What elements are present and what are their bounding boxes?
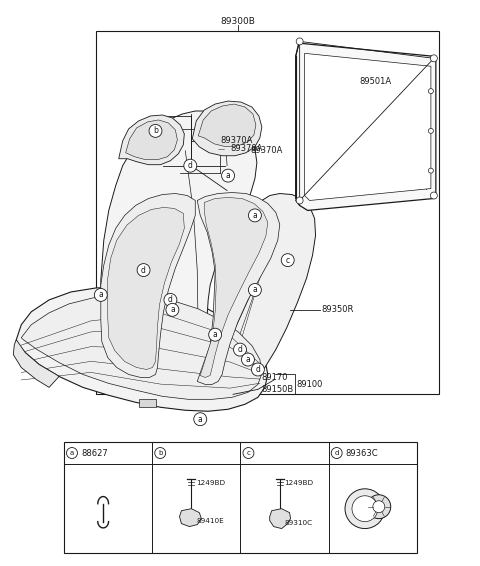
Polygon shape — [119, 115, 184, 165]
Circle shape — [222, 169, 235, 182]
Bar — [139, 400, 156, 408]
Text: 89300B: 89300B — [221, 17, 255, 26]
Text: 88627: 88627 — [81, 448, 108, 457]
Bar — [96, 32, 439, 395]
Text: a: a — [252, 211, 257, 220]
Circle shape — [431, 192, 437, 199]
Text: 89363C: 89363C — [346, 448, 378, 457]
Circle shape — [137, 264, 150, 277]
Text: a: a — [170, 305, 175, 314]
Text: d: d — [335, 450, 339, 456]
Text: 89350R: 89350R — [322, 305, 354, 314]
Circle shape — [296, 38, 303, 45]
Circle shape — [373, 501, 385, 513]
Circle shape — [249, 209, 262, 222]
Text: 89150B: 89150B — [262, 385, 294, 394]
Polygon shape — [13, 340, 59, 387]
Circle shape — [429, 168, 433, 173]
Circle shape — [352, 496, 378, 522]
Polygon shape — [200, 198, 268, 378]
Bar — [64, 442, 417, 554]
Text: a: a — [226, 171, 230, 180]
Circle shape — [155, 448, 166, 458]
Polygon shape — [270, 509, 290, 529]
Text: a: a — [70, 450, 74, 456]
Polygon shape — [296, 40, 436, 211]
Text: d: d — [188, 161, 193, 170]
Circle shape — [95, 289, 107, 301]
Polygon shape — [198, 104, 256, 147]
Polygon shape — [212, 194, 315, 392]
Circle shape — [252, 363, 264, 376]
Circle shape — [296, 197, 303, 204]
Text: b: b — [153, 126, 158, 135]
Text: d: d — [238, 345, 242, 354]
Circle shape — [149, 125, 162, 138]
Text: 89410E: 89410E — [196, 518, 224, 524]
Polygon shape — [180, 509, 201, 526]
Text: 89310C: 89310C — [285, 520, 313, 526]
Circle shape — [164, 293, 177, 306]
Circle shape — [281, 254, 294, 267]
Text: d: d — [168, 295, 173, 305]
Circle shape — [345, 489, 385, 529]
Text: 1249BD: 1249BD — [285, 480, 314, 486]
Circle shape — [67, 448, 77, 458]
Text: d: d — [255, 365, 260, 374]
Polygon shape — [101, 194, 195, 378]
Circle shape — [194, 413, 207, 426]
Circle shape — [243, 448, 254, 458]
Text: b: b — [158, 450, 162, 456]
Polygon shape — [101, 111, 257, 383]
Text: 1249BD: 1249BD — [196, 480, 226, 486]
Circle shape — [367, 495, 391, 518]
Circle shape — [249, 284, 262, 297]
Circle shape — [184, 159, 197, 172]
Text: 89100: 89100 — [297, 380, 323, 389]
Circle shape — [209, 328, 222, 341]
Text: a: a — [252, 285, 257, 294]
Text: 89370A: 89370A — [230, 144, 263, 153]
Text: a: a — [98, 290, 103, 299]
Text: 89370A: 89370A — [250, 146, 282, 155]
Polygon shape — [16, 287, 268, 411]
Text: 89370A: 89370A — [220, 136, 252, 145]
Text: d: d — [141, 265, 146, 275]
Circle shape — [431, 55, 437, 62]
Text: —: — — [218, 146, 225, 152]
Text: a: a — [213, 330, 217, 339]
Circle shape — [429, 128, 433, 134]
Circle shape — [331, 448, 342, 458]
Text: 89501A: 89501A — [360, 76, 391, 85]
Text: a: a — [198, 415, 203, 424]
Circle shape — [429, 89, 433, 93]
Polygon shape — [197, 192, 280, 384]
Polygon shape — [126, 120, 178, 160]
Circle shape — [166, 303, 179, 316]
Text: c: c — [247, 450, 251, 456]
Text: 89170: 89170 — [262, 373, 288, 382]
Polygon shape — [305, 53, 431, 200]
Polygon shape — [192, 101, 262, 156]
Text: c: c — [286, 256, 290, 265]
Circle shape — [234, 343, 246, 356]
Circle shape — [241, 353, 254, 366]
Polygon shape — [108, 208, 184, 370]
Polygon shape — [21, 295, 262, 400]
Text: a: a — [246, 355, 251, 364]
